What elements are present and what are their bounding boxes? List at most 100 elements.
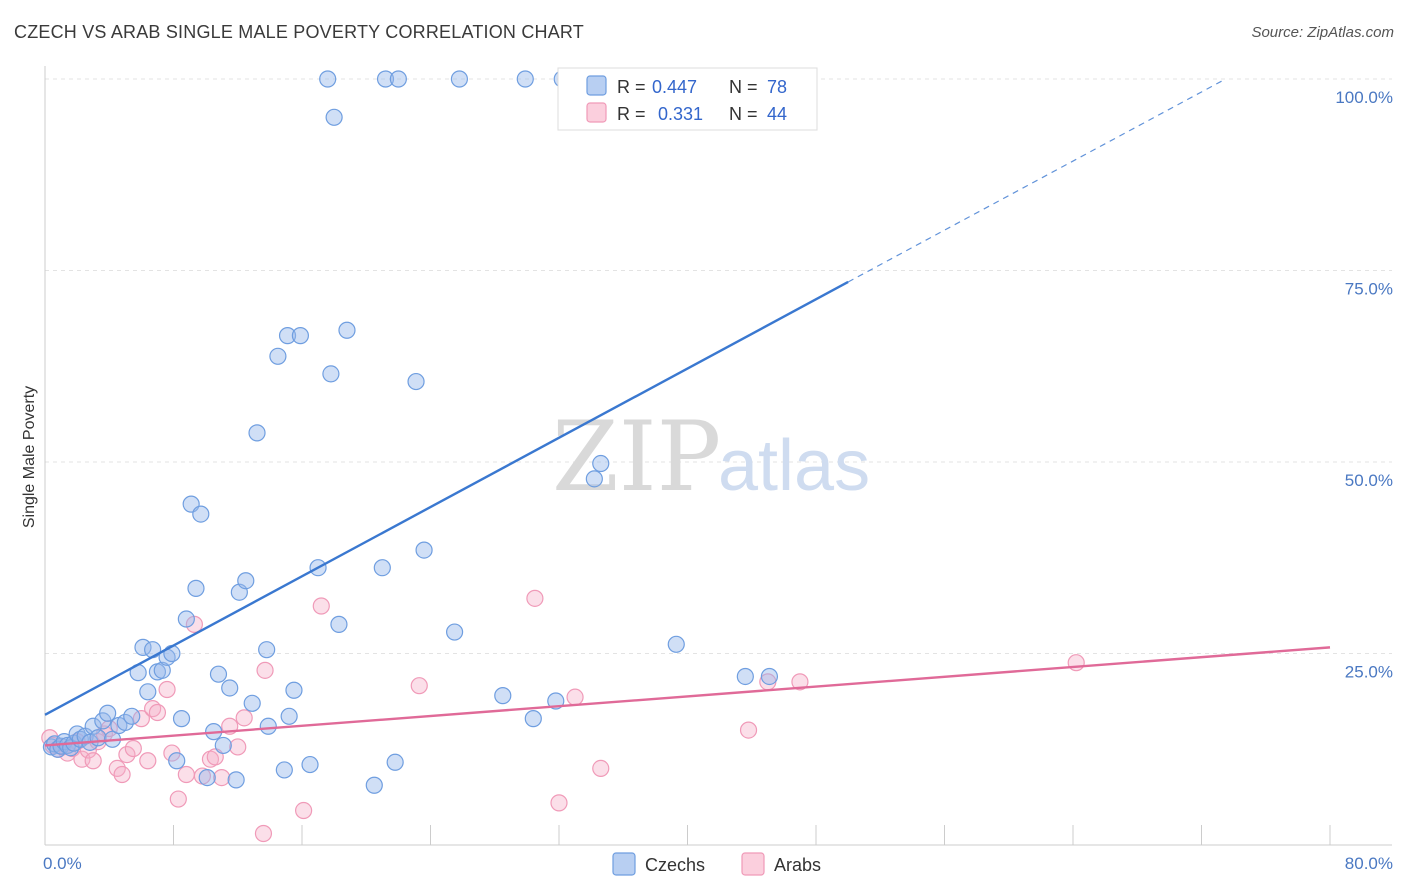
czechs-point-37 [214, 736, 232, 755]
czechs-point-22 [139, 683, 157, 701]
legend-swatch-arabs [586, 102, 607, 123]
y-axis-label: Single Male Poverty [21, 386, 38, 528]
czechs-point-47 [275, 761, 293, 779]
czechs-trend-extension [847, 78, 1226, 283]
czechs-point-58 [325, 108, 343, 126]
czechs-point-69 [516, 70, 534, 88]
y-tick-label-2: 75.0% [1345, 280, 1393, 299]
arabs-point-40 [566, 688, 584, 706]
czechs-point-60 [373, 559, 391, 577]
arabs-point-36 [312, 597, 330, 615]
arabs-point-41 [592, 759, 610, 778]
czechs-point-44 [258, 641, 276, 659]
arabs-point-31 [229, 738, 247, 756]
czechs-point-68 [494, 687, 512, 705]
arabs-point-14 [113, 765, 131, 784]
arabs-point-9 [84, 752, 102, 770]
arabs-point-34 [256, 661, 274, 679]
watermark-atlas: atlas [718, 426, 870, 506]
legend-n-label-czechs: N = [729, 77, 758, 97]
legend-r-label-czechs: R = [617, 77, 646, 97]
arabs-point-37 [410, 677, 428, 695]
czechs-point-70 [524, 710, 542, 728]
czechs-point-66 [445, 623, 464, 641]
czechs-point-18 [116, 713, 134, 732]
series-czechs [42, 70, 779, 794]
arabs-trend-line [44, 646, 1331, 747]
arabs-point-44 [791, 673, 809, 691]
czechs-point-76 [736, 667, 754, 686]
legend-r-value-arabs: 0.331 [658, 104, 703, 124]
tick-labels: 25.0% 50.0% 75.0% 100.0% 0.0% 80.0% [43, 88, 1393, 873]
legend-bottom: Czechs Arabs [612, 852, 821, 876]
arabs-point-39 [550, 794, 568, 812]
czechs-point-30 [177, 610, 195, 628]
trend-lines [44, 78, 1331, 747]
czechs-point-67 [450, 70, 469, 88]
czechs-point-15 [99, 704, 117, 722]
arabs-point-32 [235, 709, 253, 727]
czechs-point-73 [585, 470, 603, 488]
czechs-point-50 [278, 327, 297, 345]
watermark-zip: ZIP [552, 401, 721, 513]
y-tick-label-3: 100.0% [1335, 88, 1393, 107]
arabs-point-20 [148, 703, 167, 722]
czechs-point-51 [291, 327, 309, 345]
x-tick-label-max: 80.0% [1345, 854, 1393, 873]
watermark: ZIP atlas [552, 401, 870, 513]
czechs-point-25 [153, 661, 171, 679]
czechs-point-13 [89, 729, 107, 747]
y-tick-label-1: 50.0% [1345, 471, 1393, 490]
arabs-point-42 [739, 721, 758, 739]
czechs-point-46 [269, 347, 287, 365]
czechs-point-48 [280, 707, 298, 725]
arabs-point-16 [124, 739, 142, 758]
czechs-point-38 [221, 679, 239, 697]
czechs-point-57 [319, 70, 337, 88]
czechs-point-33 [192, 505, 210, 523]
chart-title: CZECH VS ARAB SINGLE MALE POVERTY CORREL… [14, 22, 585, 42]
czechs-point-61 [376, 70, 395, 88]
czechs-point-49 [285, 681, 303, 699]
czechs-point-55 [330, 615, 348, 633]
arabs-point-15 [118, 746, 136, 764]
arabs-point-29 [213, 768, 231, 787]
chart-source: Source: ZipAtlas.com [1251, 24, 1394, 41]
legend-n-value-czechs: 78 [767, 77, 787, 97]
arabs-point-24 [177, 765, 195, 784]
czechs-point-65 [415, 541, 433, 559]
czechs-point-29 [172, 710, 191, 728]
czechs-point-45 [259, 717, 277, 735]
arabs-point-21 [158, 680, 176, 699]
arabs-point-33 [254, 824, 273, 843]
legend-n-label-arabs: N = [729, 104, 758, 124]
czechs-point-74 [592, 454, 610, 473]
legend-r-value-czechs: 0.447 [652, 77, 697, 97]
legend-bottom-swatch-czechs [612, 852, 636, 876]
czechs-point-28 [168, 752, 186, 770]
czechs-point-63 [386, 753, 404, 771]
legend-swatch-czechs [586, 75, 607, 96]
y-tick-label-0: 25.0% [1345, 663, 1393, 682]
legend-n-value-arabs: 44 [767, 104, 787, 124]
arabs-point-18 [139, 752, 157, 770]
czechs-point-64 [407, 372, 425, 391]
legend-bottom-label-arabs: Arabs [774, 855, 821, 875]
czechs-point-52 [301, 755, 319, 774]
czechs-point-41 [237, 572, 255, 590]
czechs-trend-line [44, 280, 849, 716]
legend-r-label-arabs: R = [617, 104, 646, 124]
czechs-point-23 [144, 641, 162, 659]
czechs-point-54 [322, 365, 340, 383]
grid-lines [45, 78, 1392, 654]
czechs-point-32 [187, 579, 205, 597]
legend-bottom-label-czechs: Czechs [645, 855, 705, 875]
series-arabs [41, 589, 1085, 843]
czechs-point-42 [243, 694, 261, 712]
arabs-point-38 [526, 589, 544, 607]
czechs-point-43 [248, 424, 266, 442]
legend-bottom-swatch-arabs [741, 852, 765, 876]
arabs-point-35 [295, 801, 313, 820]
arabs-point-23 [169, 790, 187, 808]
czechs-point-34 [198, 768, 216, 787]
